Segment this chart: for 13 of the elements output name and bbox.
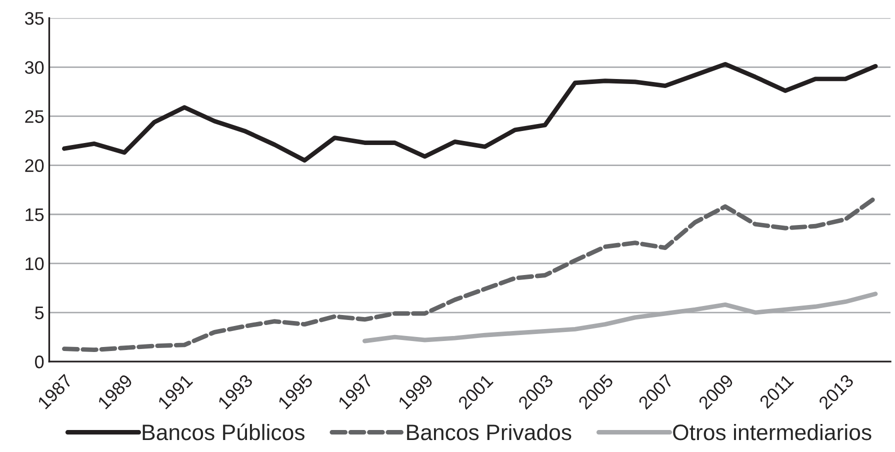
legend-label: Otros intermediarios [673,424,872,440]
legend-label: Bancos Privados [407,424,572,440]
line-series [62,62,878,163]
line-series [62,195,878,352]
y-tick-label: 5 [35,306,44,320]
y-tick-label: 0 [35,356,44,368]
y-tick-label: 35 [24,12,44,25]
y-tick-label: 30 [24,61,44,74]
y-tick-label: 25 [25,110,44,123]
y-tick-label: 10 [26,257,44,270]
y-tick-label: 15 [26,208,44,222]
y-tick-label: 20 [25,159,44,172]
legend-label: Bancos Públicos [142,424,304,440]
